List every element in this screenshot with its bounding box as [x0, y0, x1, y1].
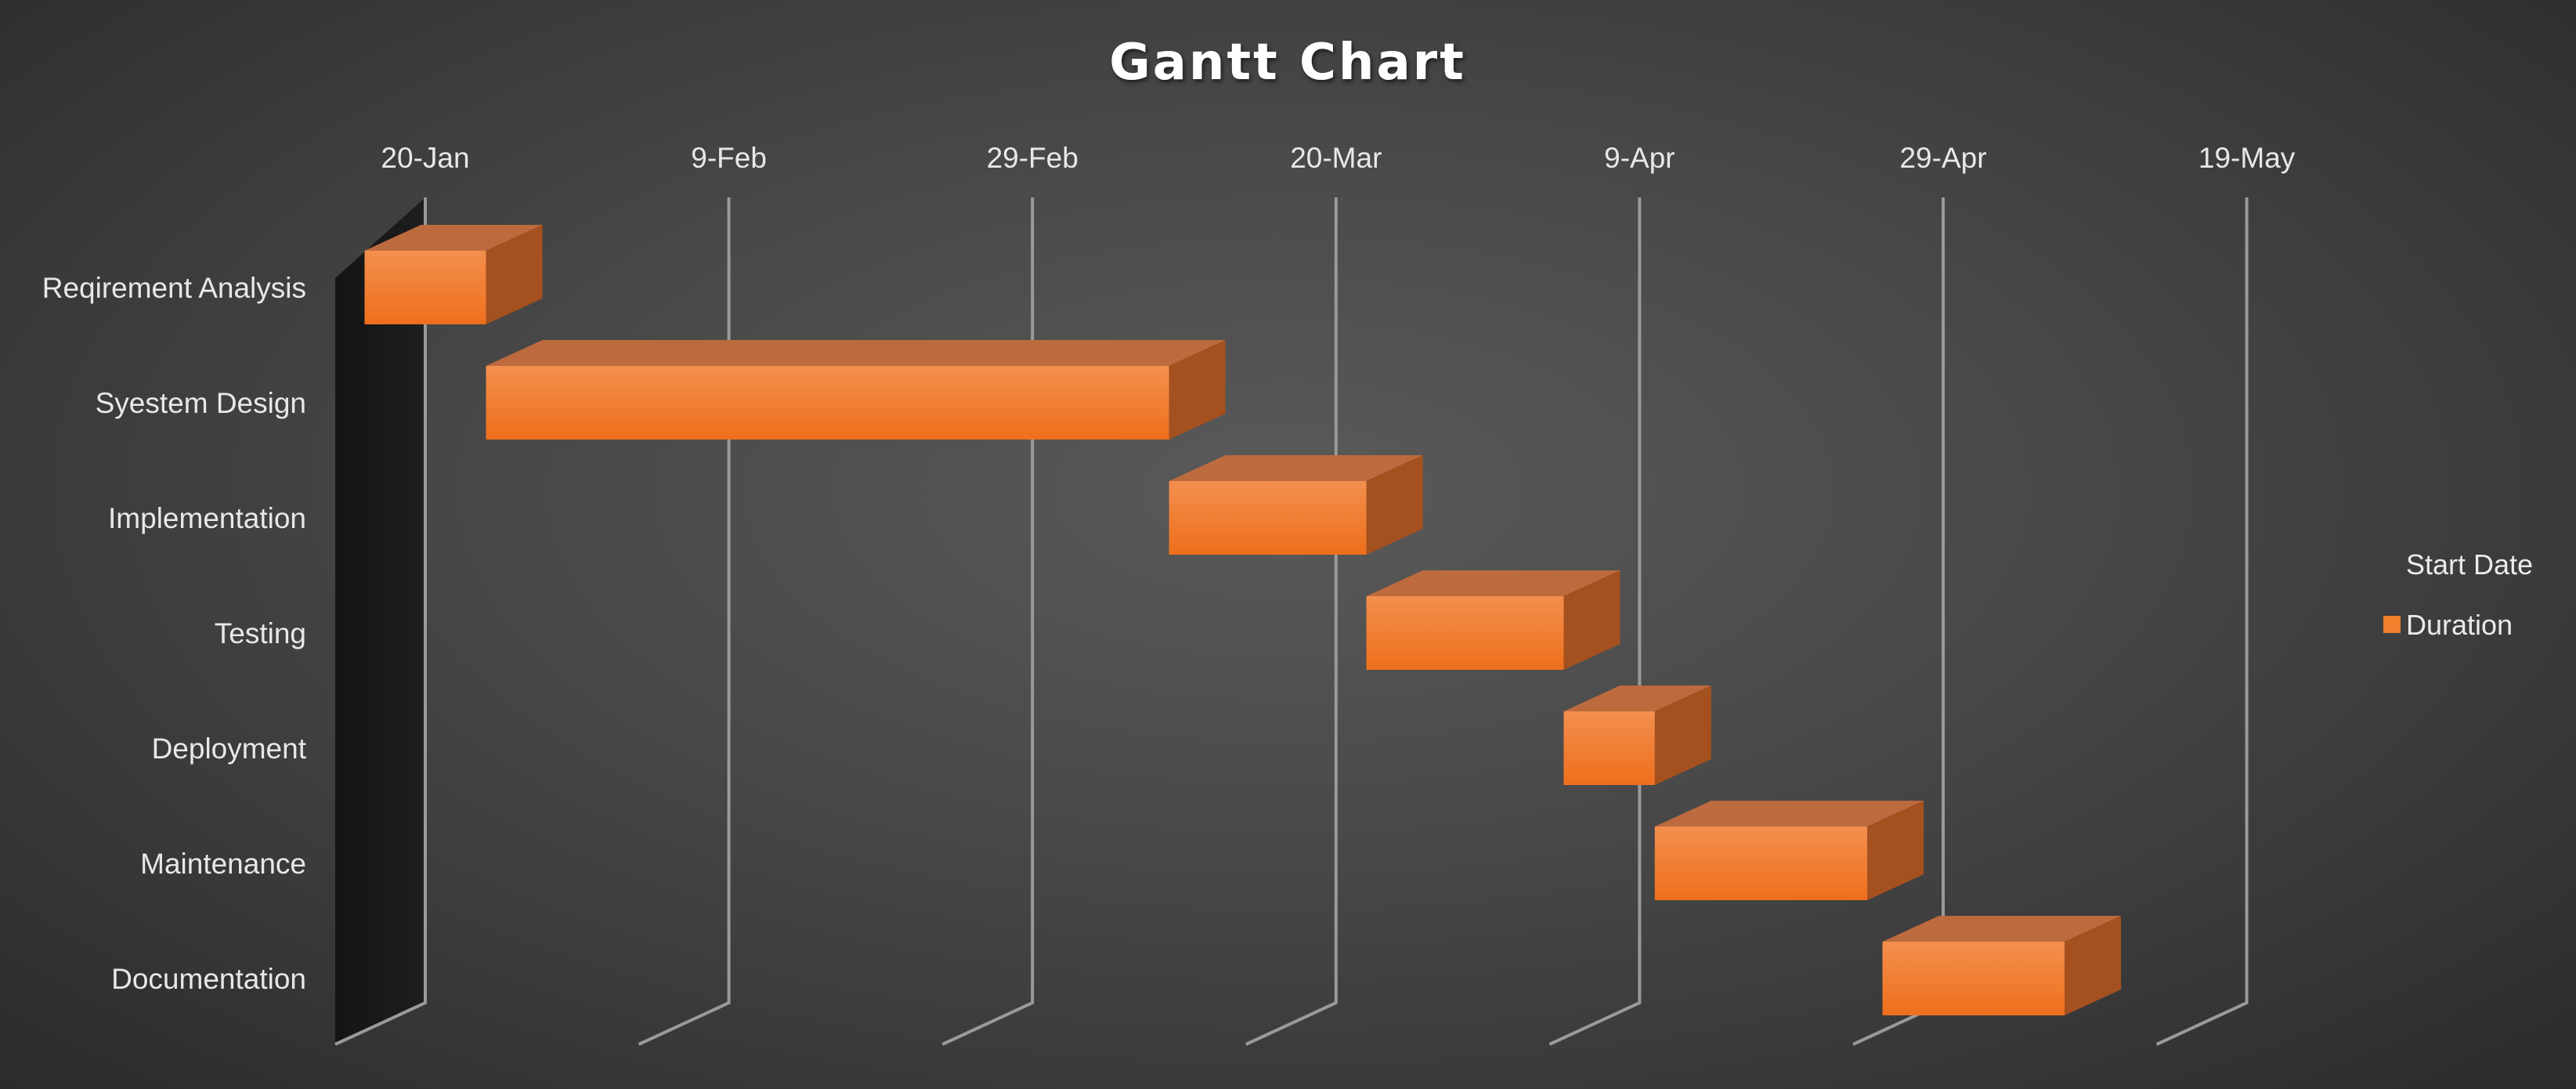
gantt-bar — [1366, 570, 1620, 670]
x-tick-label: 29-Feb — [987, 142, 1078, 174]
category-label: Testing — [215, 617, 306, 649]
x-tick-label: 9-Feb — [691, 142, 767, 174]
gridline — [941, 197, 1035, 1046]
bar-side-face — [1654, 686, 1711, 785]
x-tick-label: 19-May — [2198, 142, 2296, 174]
bar-front-face — [1366, 596, 1564, 670]
bar-front-face — [1169, 481, 1367, 555]
bar-front-face — [486, 366, 1169, 440]
bar-side-face — [1867, 801, 1924, 900]
bar-front-face — [1882, 942, 2065, 1015]
x-tick-label: 20-Jan — [381, 142, 469, 174]
bar-top-face — [486, 340, 1226, 366]
x-tick-label: 9-Apr — [1604, 142, 1675, 174]
bar-side-face — [1169, 340, 1226, 440]
bar-front-face — [1654, 827, 1868, 900]
gantt-bar — [364, 225, 543, 324]
bar-side-face — [1366, 455, 1423, 555]
gantt-bar — [1169, 455, 1423, 555]
gantt-bar — [1563, 686, 1711, 785]
bar-top-face — [1882, 916, 2122, 942]
category-label: Documentation — [111, 963, 306, 995]
gridline — [1548, 197, 1642, 1046]
gantt-bar — [1882, 916, 2122, 1015]
bar-front-face — [364, 251, 486, 324]
legend: Start Date Duration — [2383, 548, 2533, 641]
legend-entry-start-date: Start Date — [2406, 548, 2533, 581]
category-label: Reqirement Analysis — [42, 272, 306, 304]
bar-top-face — [1366, 570, 1620, 596]
gridline — [334, 197, 427, 1046]
bar-side-face — [486, 225, 543, 324]
gridline — [2155, 197, 2249, 1046]
gantt-bar — [1654, 801, 1924, 900]
category-label: Implementation — [108, 502, 306, 534]
x-tick-label: 20-Mar — [1290, 142, 1382, 174]
chart-title: Gantt Chart — [1109, 34, 1466, 92]
bar-side-face — [1563, 570, 1620, 670]
gridline — [1852, 197, 1945, 1046]
gridline — [638, 197, 731, 1046]
bar-top-face — [364, 225, 543, 251]
bar-top-face — [1563, 686, 1711, 711]
legend-entry-duration: Duration — [2406, 609, 2513, 641]
bar-side-face — [2065, 916, 2122, 1015]
bar-front-face — [1563, 711, 1655, 785]
bar-top-face — [1654, 801, 1924, 827]
category-label: Syestem Design — [96, 387, 306, 419]
gantt-bar — [486, 340, 1226, 440]
bar-top-face — [1169, 455, 1423, 481]
category-label: Deployment — [152, 733, 307, 765]
gridline — [1245, 197, 1338, 1046]
category-label: Maintenance — [140, 848, 306, 880]
chart-side-wall — [335, 197, 425, 1044]
x-tick-label: 29-Apr — [1899, 142, 1986, 174]
legend-swatch-duration — [2383, 616, 2401, 633]
